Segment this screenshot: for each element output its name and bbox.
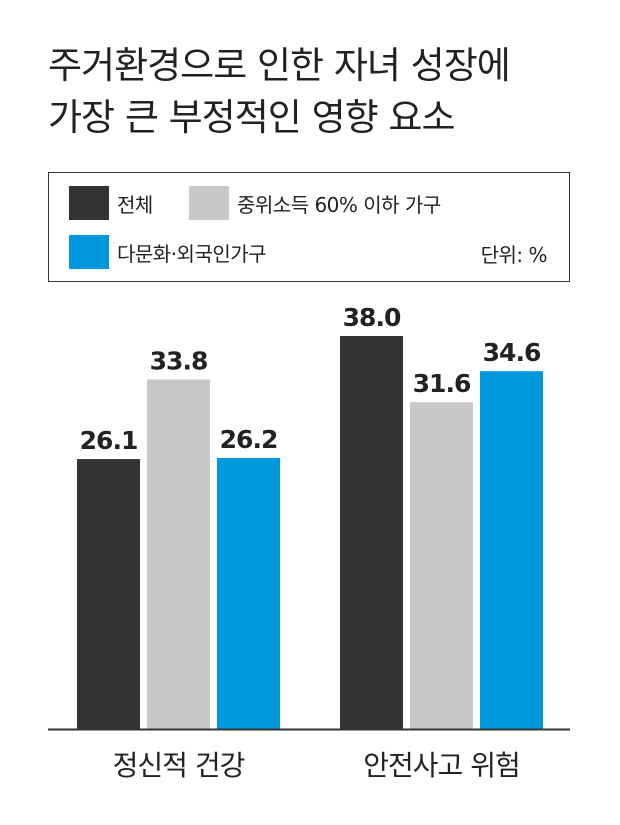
bar-2-2 <box>410 402 473 729</box>
value-label-1-3: 26.2 <box>220 425 278 454</box>
legend-swatch-low-income <box>189 186 229 220</box>
legend-item-low-income: 중위소득 60% 이하 가구 <box>189 186 441 220</box>
value-label-2-1: 38.0 <box>343 303 401 332</box>
legend-label-low-income: 중위소득 60% 이하 가구 <box>237 192 441 217</box>
bar-1-3 <box>217 458 280 729</box>
bar-1-2 <box>147 379 210 729</box>
bar-1-1 <box>77 459 140 729</box>
legend-label-total: 전체 <box>117 192 153 217</box>
legend-swatch-total <box>69 186 109 220</box>
bar-2-1 <box>340 336 403 729</box>
chart-title-line-2: 가장 큰 부정적인 영향 요소 <box>48 96 455 139</box>
category-label-2: 안전사고 위험 <box>363 749 519 782</box>
bar-2-3 <box>480 371 543 729</box>
value-label-2-3: 34.6 <box>483 338 541 367</box>
legend-item-multicultural: 다문화·외국인가구 <box>69 235 267 269</box>
value-label-2-2: 31.6 <box>413 369 471 398</box>
legend-swatch-multicultural <box>69 235 109 269</box>
legend-label-multicultural: 다문화·외국인가구 <box>117 241 267 266</box>
chart-title: 주거환경으로 인한 자녀 성장에 가장 큰 부정적인 영향 요소 <box>48 40 608 144</box>
legend: 전체 중위소득 60% 이하 가구 다문화·외국인가구 단위: % <box>48 172 570 282</box>
unit-label: 단위: % <box>480 243 548 267</box>
legend-item-total: 전체 <box>69 186 153 220</box>
value-label-1-1: 26.1 <box>80 426 138 455</box>
value-label-1-2: 33.8 <box>150 346 208 375</box>
category-label-1: 정신적 건강 <box>113 749 245 782</box>
chart-title-line-1: 주거환경으로 인한 자녀 성장에 <box>48 44 511 87</box>
